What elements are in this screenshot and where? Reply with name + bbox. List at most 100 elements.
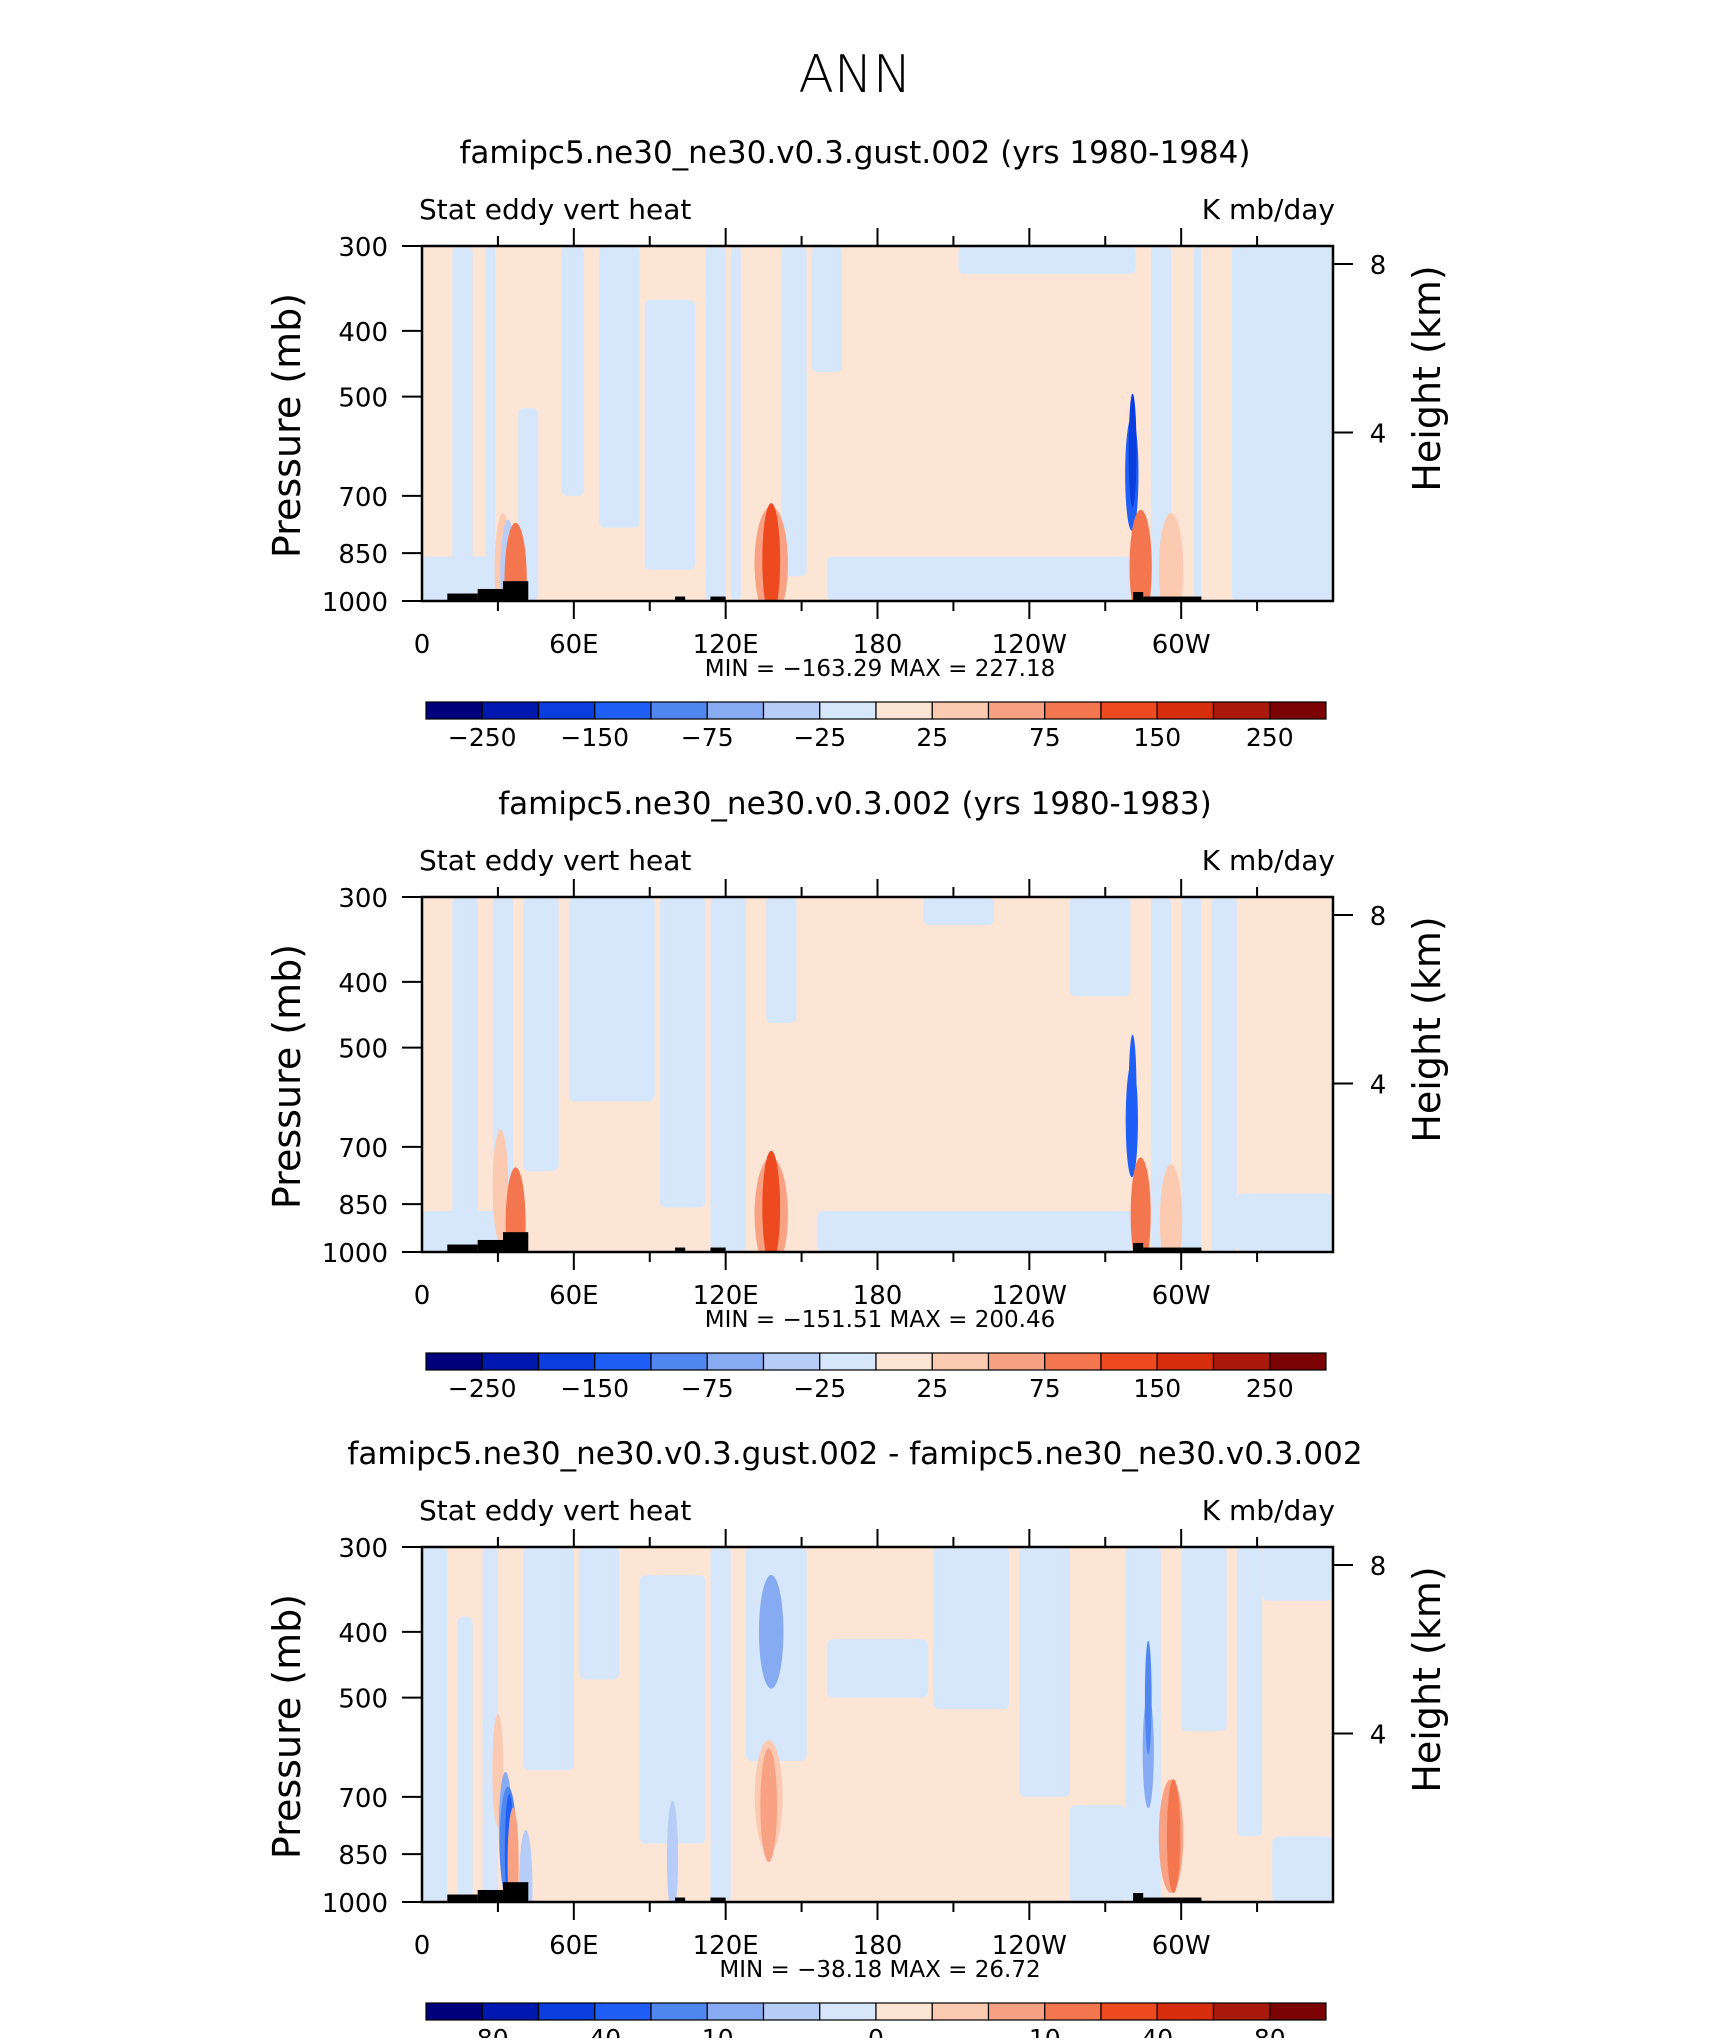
colorbar-box (1269, 701, 1327, 720)
colorbar-label: 250 (1246, 1374, 1294, 1403)
field-region (523, 1547, 574, 1771)
chart-panel-1: famipc5.ne30_ne30.v0.3.gust.002 (yrs 198… (265, 135, 1449, 752)
colorbar-box (1100, 2002, 1158, 2021)
y-tick-label: 1000 (322, 588, 388, 618)
topography-mask (477, 1239, 503, 1252)
field-region (933, 1547, 1010, 1710)
colorbar-box (481, 1352, 540, 1371)
field-region (452, 246, 473, 601)
colorbar-label: −80 (456, 2024, 509, 2038)
colorbar-box (762, 2002, 821, 2021)
field-region (1211, 897, 1237, 1252)
y-tick-label: 400 (338, 1619, 388, 1649)
field-region (452, 897, 478, 1252)
colorbar-box (706, 2002, 765, 2021)
y-tick-label: 400 (338, 969, 388, 999)
field-region (523, 897, 559, 1172)
colorbar-box (1044, 1352, 1102, 1371)
colorbar-box (1100, 701, 1158, 720)
topography-mask (710, 1897, 726, 1902)
contour-feature (507, 1807, 519, 1902)
topography-mask (502, 1882, 529, 1902)
colorbar-box (1212, 701, 1271, 720)
plot-area (422, 1547, 1333, 1902)
contour-feature (504, 522, 527, 601)
topography-mask (675, 1247, 686, 1252)
topography-mask (675, 596, 686, 601)
colorbar-box (987, 1352, 1046, 1371)
height-axis-title: Height (km) (1405, 265, 1449, 491)
y-axis-title: Pressure (mb) (265, 944, 309, 1209)
field-region (923, 897, 994, 926)
colorbar-box (706, 701, 765, 720)
contour-feature (1144, 1640, 1152, 1755)
colorbar-label: 40 (1141, 2024, 1173, 2038)
panel-title: famipc5.ne30_ne30.v0.3.gust.002 (yrs 198… (460, 135, 1251, 171)
topography-mask (477, 1889, 503, 1902)
colorbar-label: −10 (681, 2024, 734, 2038)
colorbar-box (594, 2002, 652, 2021)
min-max-label: MIN = −38.18 MAX = 26.72 (719, 1957, 1040, 1983)
min-max-label: MIN = −151.51 MAX = 200.46 (705, 1307, 1056, 1333)
colorbar-box (987, 2002, 1046, 2021)
topography-mask (1133, 1243, 1144, 1252)
contour-feature (1128, 393, 1137, 508)
y-axis-title: Pressure (mb) (265, 1594, 309, 1859)
colorbar-label: 80 (1254, 2024, 1286, 2038)
x-tick-label: 0 (414, 630, 431, 660)
colorbar-box (1269, 1352, 1327, 1371)
colorbar-box (931, 1352, 990, 1371)
field-region (1236, 1193, 1333, 1252)
x-tick-label: 180 (853, 630, 903, 660)
contour-feature (1158, 513, 1184, 601)
colorbar-label: 250 (1246, 723, 1294, 752)
x-tick-label: 120W (992, 1281, 1067, 1311)
field-region (1019, 1547, 1070, 1797)
field-region (1262, 1547, 1333, 1601)
contour-feature (1128, 1034, 1137, 1149)
panel-title: famipc5.ne30_ne30.v0.3.gust.002 - famipc… (347, 1436, 1362, 1472)
colorbar-label: −150 (560, 723, 629, 752)
colorbar-label: −250 (448, 723, 517, 752)
x-tick-label: 60E (549, 1281, 599, 1311)
colorbar-box (650, 2002, 708, 2021)
field-region (766, 897, 797, 1024)
colorbar-box (537, 1352, 596, 1371)
field-region (816, 1210, 1136, 1252)
field-region (482, 1547, 498, 1902)
colorbar-box (1044, 2002, 1102, 2021)
panel-title: famipc5.ne30_ne30.v0.3.002 (yrs 1980-198… (498, 786, 1211, 822)
colorbar-box (1044, 701, 1102, 720)
colorbar-label: 75 (1029, 723, 1061, 752)
contour-feature (492, 1129, 509, 1244)
colorbar-box (481, 2002, 540, 2021)
x-tick-label: 0 (414, 1931, 431, 1961)
x-tick-label: 120E (693, 630, 759, 660)
panel-left-label: Stat eddy vert heat (419, 193, 691, 226)
colorbar-box (931, 701, 990, 720)
field-region (578, 1547, 620, 1680)
field-region (811, 246, 843, 373)
y-tick-label: 1000 (322, 1889, 388, 1919)
colorbar-box (481, 701, 540, 720)
field-region (1150, 246, 1172, 601)
field-region (457, 1616, 473, 1902)
field-region (1181, 1547, 1227, 1732)
topography-mask (1133, 1893, 1144, 1902)
colorbar-label: 25 (916, 723, 948, 752)
panel-units-label: K mb/day (1202, 193, 1335, 226)
y-tick-label: 1000 (322, 1239, 388, 1269)
panel-left-label: Stat eddy vert heat (419, 1494, 691, 1527)
field-region (1236, 1547, 1263, 1837)
field-region (568, 897, 655, 1102)
colorbar-box (819, 1352, 877, 1371)
topography-mask (1143, 596, 1202, 601)
contour-feature (505, 1167, 526, 1252)
topography-mask (1143, 1247, 1202, 1252)
contour-feature (666, 1800, 679, 1902)
y-tick-label: 300 (338, 1534, 388, 1564)
plot-area (422, 897, 1333, 1252)
field-region (1193, 246, 1202, 601)
field-region (958, 246, 1136, 275)
field-region (730, 246, 741, 601)
